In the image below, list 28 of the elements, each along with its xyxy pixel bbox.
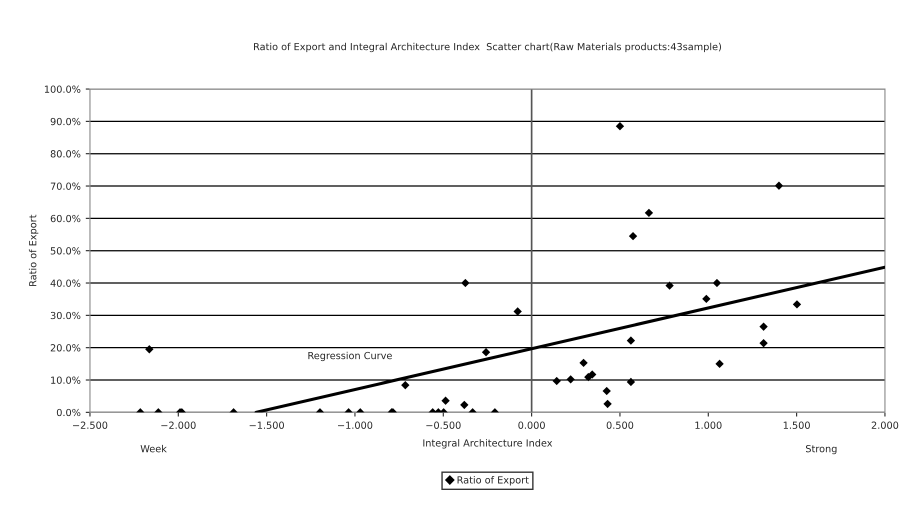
x-tick-label: 0.500 <box>606 422 634 429</box>
x-tick-label: −2.000 <box>161 422 196 429</box>
x-tick-label: 0.000 <box>518 422 545 429</box>
x-tick-label: −2.500 <box>73 422 108 429</box>
y-tick-label: 40.0% <box>50 280 80 287</box>
y-tick-label: 60.0% <box>50 214 80 222</box>
x-axis-title: Integral Architecture Index <box>423 439 552 449</box>
x-tick-label: −0.500 <box>426 422 461 429</box>
text: Week <box>140 444 167 452</box>
y-tick-label: 100.0% <box>44 86 80 93</box>
x-tick-label: 1.000 <box>695 422 722 429</box>
x-tick-label: 1.500 <box>784 422 810 429</box>
y-tick-label: 90.0% <box>50 118 80 126</box>
y-tick-label: 30.0% <box>50 312 80 320</box>
y-tick-label: 70.0% <box>50 182 80 190</box>
x-tick-label: −1.000 <box>338 422 372 429</box>
legend-label: Ratio of Export <box>458 476 529 486</box>
y-tick-label: 20.0% <box>50 344 80 352</box>
text: Strong <box>806 444 836 454</box>
y-axis-title: Ratio of Export <box>28 214 38 286</box>
y-tick-label: 80.0% <box>50 150 80 158</box>
x-tick-label: 2.000 <box>872 422 898 429</box>
annotation: Regression Curve <box>308 352 392 362</box>
y-tick-label: 0.0% <box>56 408 80 416</box>
y-tick-label: 50.0% <box>50 247 80 255</box>
y-tick-label: 10.0% <box>51 376 80 384</box>
x-tick-label: −1.500 <box>250 422 284 429</box>
chart-title: Ratio of Export and Integral Architecture Index Scatter chart(Raw Materials products:43sample) <box>254 42 721 52</box>
